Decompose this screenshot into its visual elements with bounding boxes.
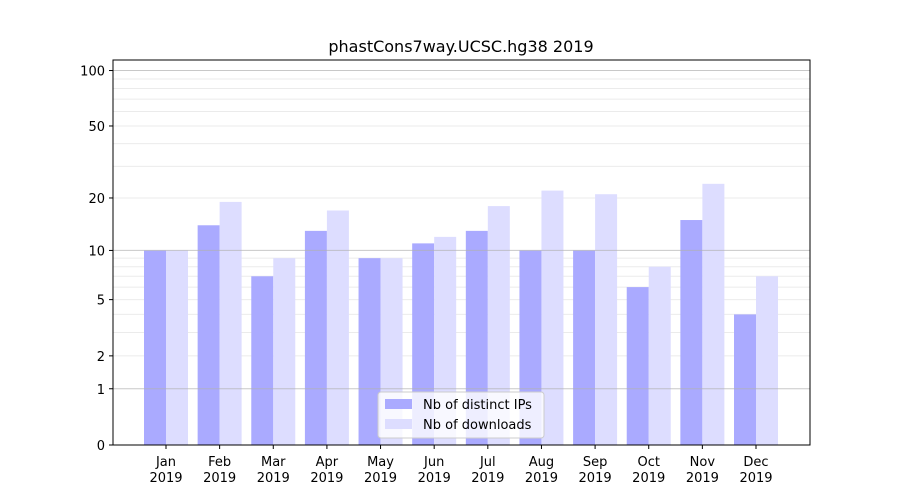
bar-distinct-ips [734,314,756,445]
x-tick-label: Oct 2019 [632,455,665,486]
bar-downloads [702,183,725,445]
legend-swatch [385,419,412,429]
bar-distinct-ips [304,230,327,445]
bar-downloads [595,194,618,445]
y-tick-label: 100 [80,65,105,80]
x-tick-label: Nov 2019 [686,455,719,486]
y-tick-label: 20 [88,192,105,207]
x-tick-label: Jan 2019 [149,455,182,486]
bar-distinct-ips [358,258,381,445]
legend-label: Nb of distinct IPs [423,398,532,413]
bar-distinct-ips [144,250,166,445]
bar-distinct-ips [680,220,703,445]
bar-downloads [219,201,242,445]
bar-downloads [326,210,349,445]
legend: Nb of distinct IPs Nb of downloads [377,391,545,439]
x-tick-label: Aug 2019 [525,455,558,486]
x-tick-label: Apr 2019 [310,455,343,486]
x-tick-label: Feb 2019 [203,455,236,486]
y-tick-label: 1 [97,383,105,398]
bar-distinct-ips [197,225,220,445]
bar-downloads [648,266,671,445]
bar-distinct-ips [251,276,274,445]
y-tick-label: 5 [97,294,105,309]
bar-distinct-ips [626,287,649,445]
x-tick-label: Sep 2019 [579,455,612,486]
chart-title: phastCons7way.UCSC.hg38 2019 [328,37,593,56]
bar-distinct-ips [573,250,596,445]
x-tick-label: Mar 2019 [257,455,290,486]
x-tick-label: May 2019 [364,455,397,486]
y-tick-label: 50 [88,120,105,135]
y-tick-label: 2 [97,350,105,365]
bar-downloads [166,250,188,445]
plot-frame [112,59,811,446]
bar-downloads [487,206,510,445]
x-tick-label: Dec 2019 [739,455,772,486]
bar-distinct-ips [465,230,488,445]
legend-label: Nb of downloads [423,418,532,433]
legend-swatch [385,399,412,409]
y-tick-label: 10 [88,244,105,259]
bar-downloads [756,276,778,445]
x-tick-label: Jul 2019 [471,455,504,486]
bar-downloads [273,258,296,445]
y-tick-label: 0 [97,439,105,454]
bar-downloads [541,190,564,445]
x-tick-label: Jun 2019 [418,455,451,486]
legend-box [377,391,545,439]
